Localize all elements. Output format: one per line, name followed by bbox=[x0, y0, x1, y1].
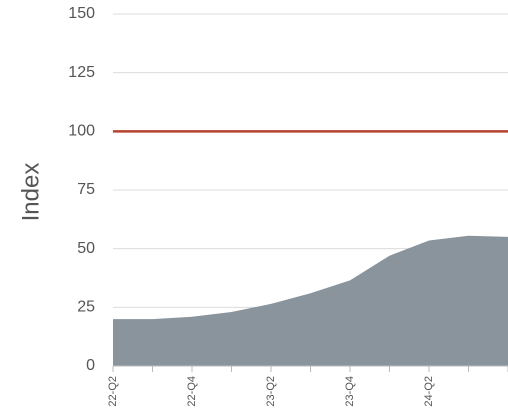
y-axis-label: Index bbox=[17, 163, 44, 222]
area bbox=[113, 235, 508, 366]
y-tick-label: 50 bbox=[77, 240, 95, 257]
y-tick-label: 0 bbox=[86, 357, 95, 374]
y-tick-label: 125 bbox=[68, 64, 95, 81]
y-tick-label: 75 bbox=[77, 181, 95, 198]
y-tick-label: 100 bbox=[68, 123, 95, 140]
x-tick-label: 24-Q2 bbox=[423, 376, 435, 407]
x-tick-label: 22-Q4 bbox=[186, 376, 198, 407]
x-tick-label: 23-Q4 bbox=[344, 376, 356, 407]
x-tick-label: 23-Q2 bbox=[265, 376, 277, 407]
y-tick-label: 25 bbox=[77, 299, 95, 316]
y-tick-label: 150 bbox=[68, 5, 95, 22]
x-tick-label: 22-Q2 bbox=[107, 376, 119, 407]
